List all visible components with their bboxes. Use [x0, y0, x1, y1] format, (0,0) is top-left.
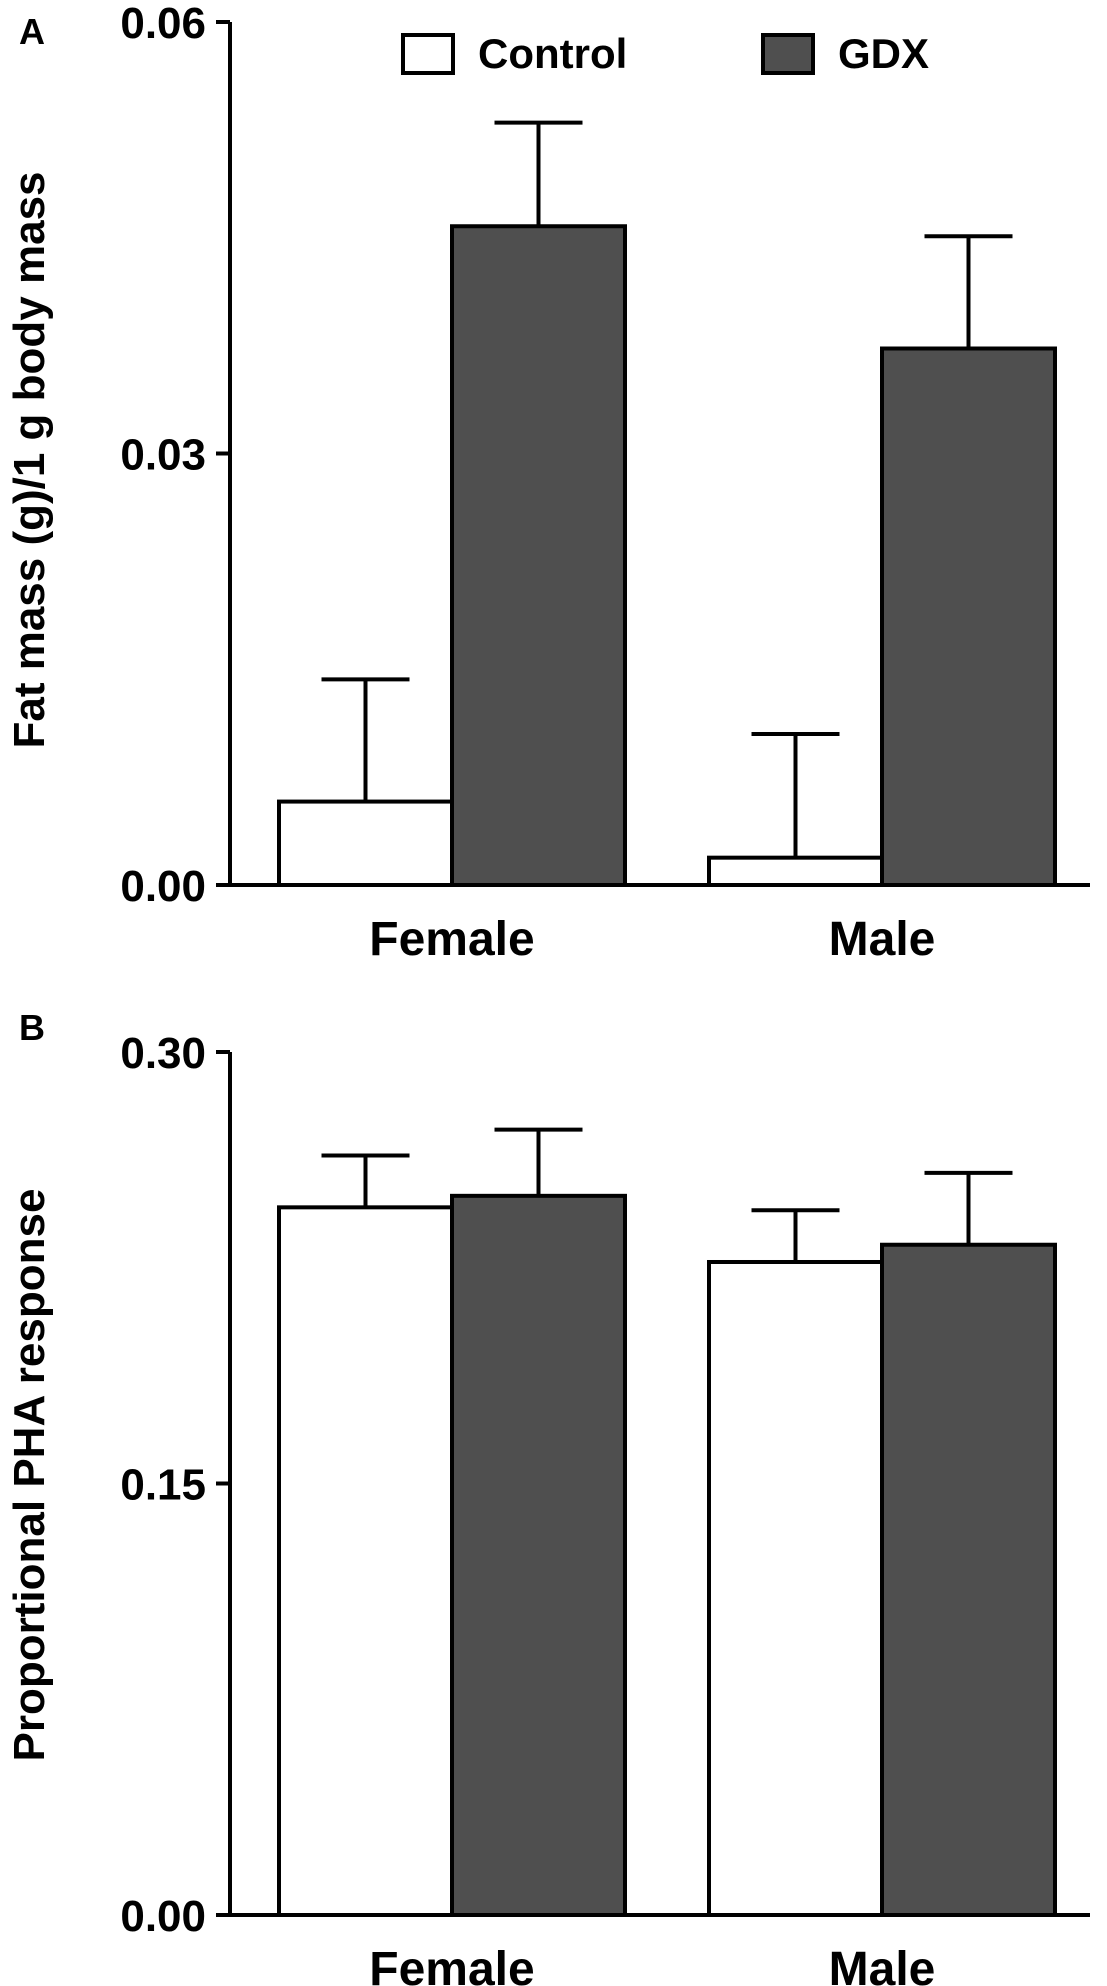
bar-gdx-male-b: [880, 1242, 1057, 1917]
y-tick-label-b: 0.00: [120, 1892, 206, 1941]
y-tick-label-a: 0.06: [120, 0, 206, 48]
axes-a: 0.00 0.03 0.06 Female Male: [120, 0, 1090, 966]
x-tick-label-male-b: Male: [829, 1943, 936, 1986]
bar-gdx-female-b: [450, 1193, 627, 1918]
legend-label-gdx: GDX: [838, 30, 929, 77]
y-axis-label-b: Proportional PHA response: [5, 1189, 54, 1762]
panel-label-b: B: [19, 1007, 45, 1048]
bar-control-male-a: [707, 855, 884, 888]
y-tick-label-b: 0.15: [120, 1461, 206, 1510]
y-axis-label-a: Fat mass (g)/1 g body mass: [5, 171, 54, 748]
y-tick-label-a: 0.00: [120, 862, 206, 911]
y-tick-label-b: 0.30: [120, 1029, 206, 1078]
axes-b: 0.00 0.15 0.30 Female Male: [120, 1029, 1090, 1986]
y-tick-label-a: 0.03: [120, 431, 206, 480]
panel-b: B Proportional PHA response 0.00 0.15 0.30…: [5, 1007, 1090, 1986]
x-tick-label-female-a: Female: [369, 913, 534, 966]
bar-gdx-female-a: [450, 224, 627, 887]
bar-control-female-b: [277, 1205, 454, 1917]
legend: Control GDX: [401, 30, 929, 77]
bar-gdx-male-a: [880, 346, 1057, 888]
panel-label-a: A: [19, 11, 45, 52]
legend-swatch-control: [401, 33, 455, 75]
legend-label-control: Control: [478, 30, 627, 77]
bars-b: [277, 1127, 1057, 1918]
bar-control-male-b: [707, 1259, 884, 1918]
legend-swatch-gdx: [761, 33, 815, 75]
bars-a: [277, 120, 1057, 888]
x-tick-label-male-a: Male: [829, 913, 936, 966]
panel-a: A Fat mass (g)/1 g body mass 0.000.030.0…: [5, 0, 1090, 966]
bar-control-female-a: [277, 799, 454, 887]
x-tick-label-female-b: Female: [369, 1943, 534, 1986]
